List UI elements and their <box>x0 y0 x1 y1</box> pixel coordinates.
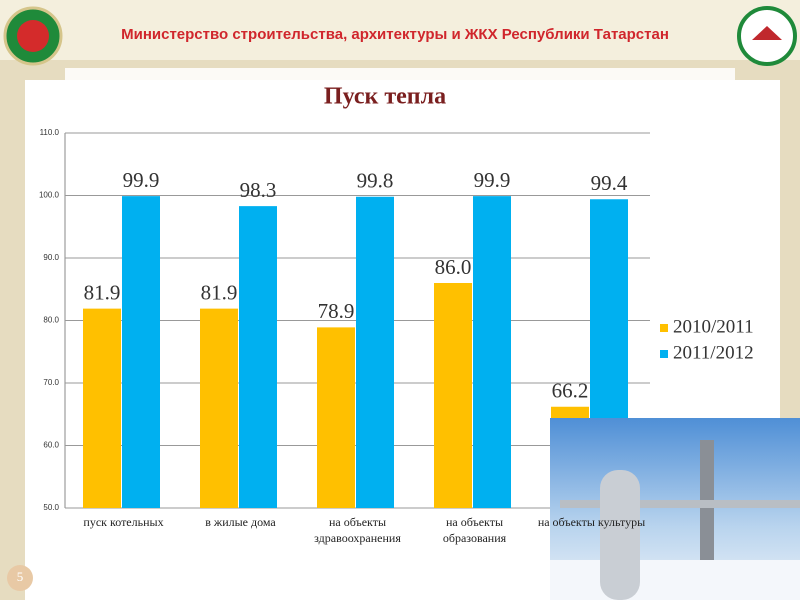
value-label: 81.9 <box>84 280 121 304</box>
header-title: Министерство строительства, архитектуры … <box>121 26 669 43</box>
value-label: 66.2 <box>552 379 589 403</box>
value-label: 99.4 <box>591 171 628 195</box>
legend-label: 2010/2011 <box>673 316 754 337</box>
y-tick-label: 110.0 <box>40 128 60 137</box>
legend-swatch <box>660 350 668 358</box>
y-tick-label: 70.0 <box>43 378 59 387</box>
page-badge <box>7 565 33 591</box>
logo-right-roof <box>752 26 782 40</box>
legend-label: 2011/2012 <box>673 342 754 363</box>
bar <box>434 283 472 508</box>
page-number: 5 <box>17 569 24 584</box>
bar <box>200 308 238 508</box>
bar <box>356 196 394 508</box>
y-tick-label: 60.0 <box>43 441 59 450</box>
x-tick-label: на объекты здравоохранения <box>314 515 401 545</box>
bar <box>473 196 511 508</box>
y-tick-label: 50.0 <box>43 503 59 512</box>
y-tick-label: 80.0 <box>43 316 59 325</box>
x-tick-label: на объекты образования <box>442 515 507 545</box>
photo <box>550 418 800 600</box>
value-label: 98.3 <box>240 178 277 202</box>
value-label: 99.8 <box>357 169 394 193</box>
bar <box>83 308 121 508</box>
y-tick-label: 90.0 <box>43 253 59 262</box>
x-tick-label: на объекты культуры <box>537 515 646 529</box>
value-label: 81.9 <box>201 280 238 304</box>
photo-bridge <box>560 500 800 508</box>
photo-snow <box>550 560 800 600</box>
bar <box>317 327 355 508</box>
bar <box>239 206 277 508</box>
bar <box>122 196 160 508</box>
value-label: 78.9 <box>318 299 355 323</box>
value-label: 86.0 <box>435 255 472 279</box>
logo-left-inner <box>17 20 49 52</box>
x-tick-label: в жилые дома <box>205 515 276 529</box>
value-label: 99.9 <box>474 168 511 192</box>
photo-pipe <box>600 470 640 600</box>
value-label: 99.9 <box>123 168 160 192</box>
y-tick-label: 100.0 <box>39 191 60 200</box>
chart-title: Пуск тепла <box>324 84 446 110</box>
legend-swatch <box>660 324 668 332</box>
x-tick-label: пуск котельных <box>83 515 164 529</box>
header-band <box>0 0 800 60</box>
